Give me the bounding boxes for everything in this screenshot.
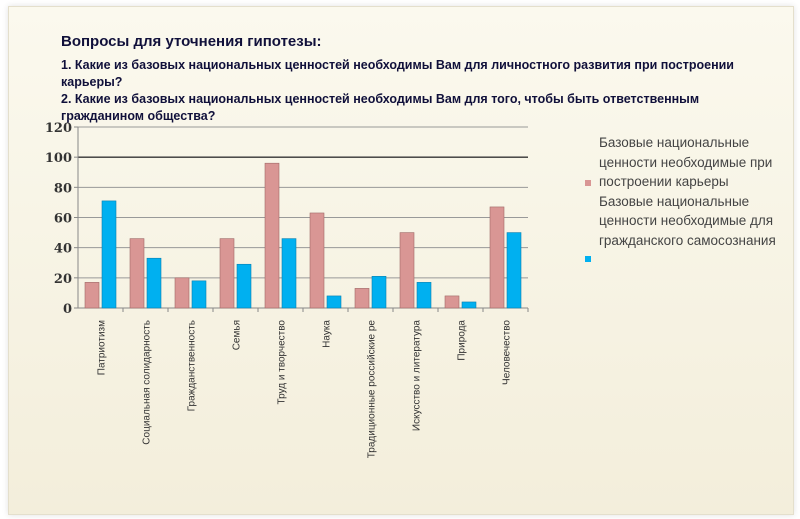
bar xyxy=(506,232,522,309)
bar xyxy=(84,282,100,309)
legend-swatch xyxy=(585,255,591,262)
legend: Базовые национальные ценности необходимы… xyxy=(585,133,785,262)
bar xyxy=(309,212,325,309)
x-category-label: Семья xyxy=(232,320,243,350)
question-2: 2. Какие из базовых национальных ценност… xyxy=(61,92,700,123)
question-1: 1. Какие из базовых национальных ценност… xyxy=(61,58,734,89)
y-tick-label: 80 xyxy=(54,181,72,196)
bar xyxy=(489,206,505,309)
x-category-label: Гражданственность xyxy=(187,320,198,411)
bar xyxy=(399,232,415,309)
bar xyxy=(416,282,432,309)
x-category-label: Искусство и литература xyxy=(412,320,423,432)
legend-item-civic: Базовые национальные ценности необходимы… xyxy=(585,192,785,262)
y-tick-label: 60 xyxy=(54,212,72,227)
bar xyxy=(281,238,297,309)
y-tick-label: 20 xyxy=(54,272,72,287)
x-category-label: Труд и творчество xyxy=(277,320,288,405)
bar xyxy=(444,295,460,309)
x-category-label: Наука xyxy=(322,320,333,348)
bar xyxy=(461,301,477,309)
bar xyxy=(101,200,117,309)
bar xyxy=(326,295,342,309)
y-tick-label: 40 xyxy=(54,242,72,257)
bar xyxy=(371,276,387,309)
bar xyxy=(174,277,190,309)
bar xyxy=(146,257,162,309)
bar xyxy=(219,238,235,309)
heading: Вопросы для уточнения гипотезы: xyxy=(61,33,322,50)
bar xyxy=(264,162,280,309)
bar xyxy=(236,263,252,309)
slide-title: Вопросы для уточнения гипотезы: 1. Какие… xyxy=(61,33,781,125)
y-tick-label: 100 xyxy=(45,151,72,166)
legend-label: Базовые национальные ценности необходимы… xyxy=(599,193,776,248)
x-category-label: Социальная солидарность xyxy=(142,320,153,445)
y-tick-label: 0 xyxy=(63,302,72,317)
legend-label: Базовые национальные ценности необходимы… xyxy=(599,135,773,189)
bar xyxy=(354,288,370,309)
x-category-label: Традиционные российские ре xyxy=(367,320,378,459)
legend-item-career: Базовые национальные ценности необходимы… xyxy=(585,133,785,192)
legend-swatch xyxy=(585,180,591,186)
bar xyxy=(191,280,207,309)
y-tick-label: 120 xyxy=(45,121,72,136)
x-category-label: Человечество xyxy=(502,320,513,385)
x-category-label: Природа xyxy=(457,320,468,361)
x-category-label: Патриотизм xyxy=(97,320,108,375)
bar xyxy=(129,238,145,309)
